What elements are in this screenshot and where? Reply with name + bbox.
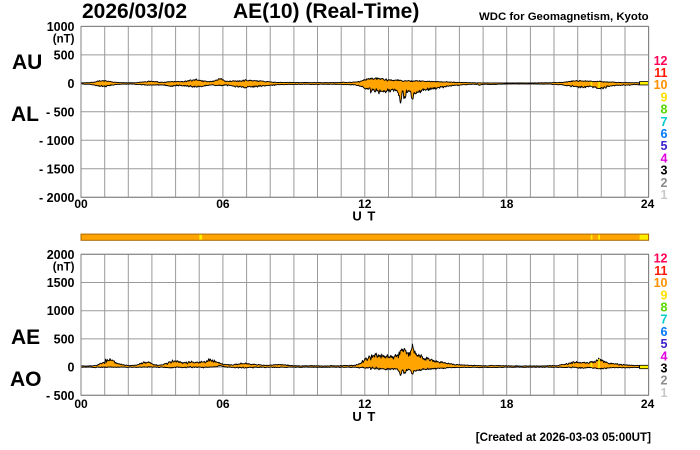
- svg-text:24: 24: [641, 397, 655, 411]
- svg-text:8: 8: [661, 103, 668, 117]
- svg-text:2026/03/02: 2026/03/02: [82, 0, 187, 23]
- svg-text:5: 5: [661, 139, 668, 153]
- svg-text:2: 2: [661, 176, 668, 190]
- svg-text:11: 11: [654, 264, 667, 278]
- svg-text:3: 3: [661, 362, 668, 376]
- svg-text:6: 6: [661, 127, 668, 141]
- svg-text:9: 9: [661, 90, 668, 104]
- svg-text:18: 18: [500, 397, 514, 411]
- svg-text:2: 2: [661, 374, 668, 388]
- svg-text:06: 06: [216, 197, 230, 211]
- svg-text:4: 4: [661, 349, 668, 363]
- svg-text:24: 24: [641, 197, 655, 211]
- svg-text:11: 11: [654, 66, 667, 80]
- svg-text:12: 12: [654, 54, 668, 68]
- svg-text:AE(10) (Real-Time): AE(10) (Real-Time): [233, 0, 419, 23]
- svg-text:10: 10: [654, 276, 668, 290]
- svg-text:5: 5: [661, 337, 668, 351]
- svg-text:- 1500: - 1500: [39, 162, 74, 176]
- svg-text:U T: U T: [352, 409, 376, 424]
- svg-text:AL: AL: [11, 103, 39, 126]
- svg-text:500: 500: [54, 332, 75, 346]
- svg-text:6: 6: [661, 325, 668, 339]
- svg-text:AE: AE: [11, 326, 40, 349]
- svg-text:AU: AU: [12, 51, 42, 74]
- svg-text:1000: 1000: [47, 20, 75, 34]
- svg-text:7: 7: [661, 115, 668, 129]
- svg-text:06: 06: [216, 397, 230, 411]
- svg-text:10: 10: [654, 78, 668, 92]
- svg-text:- 2000: - 2000: [39, 191, 74, 205]
- svg-text:[Created at 2026-03-03 05:00UT: [Created at 2026-03-03 05:00UT]: [476, 431, 651, 444]
- svg-text:12: 12: [654, 252, 668, 266]
- svg-text:3: 3: [661, 164, 668, 178]
- svg-text:WDC for Geomagnetism, Kyoto: WDC for Geomagnetism, Kyoto: [479, 11, 649, 23]
- svg-text:500: 500: [54, 48, 75, 62]
- svg-text:1: 1: [661, 188, 668, 202]
- svg-text:12: 12: [358, 397, 372, 411]
- svg-text:0: 0: [68, 77, 75, 91]
- svg-text:- 500: - 500: [46, 105, 75, 119]
- svg-text:1000: 1000: [47, 304, 75, 318]
- svg-text:U T: U T: [352, 209, 376, 224]
- svg-text:7: 7: [661, 313, 668, 327]
- svg-text:AO: AO: [10, 368, 42, 391]
- svg-text:0: 0: [68, 361, 75, 375]
- svg-text:9: 9: [661, 288, 668, 302]
- svg-text:(nT): (nT): [53, 262, 75, 274]
- svg-text:(nT): (nT): [53, 34, 75, 46]
- svg-text:- 1000: - 1000: [39, 134, 74, 148]
- svg-text:18: 18: [500, 197, 514, 211]
- svg-text:8: 8: [661, 301, 668, 315]
- svg-text:00: 00: [74, 197, 88, 211]
- svg-text:4: 4: [661, 151, 668, 165]
- svg-text:12: 12: [358, 197, 372, 211]
- svg-text:1500: 1500: [47, 276, 75, 290]
- svg-text:- 500: - 500: [46, 389, 75, 403]
- svg-text:1: 1: [661, 386, 668, 400]
- svg-text:2000: 2000: [47, 248, 75, 262]
- svg-text:00: 00: [74, 397, 88, 411]
